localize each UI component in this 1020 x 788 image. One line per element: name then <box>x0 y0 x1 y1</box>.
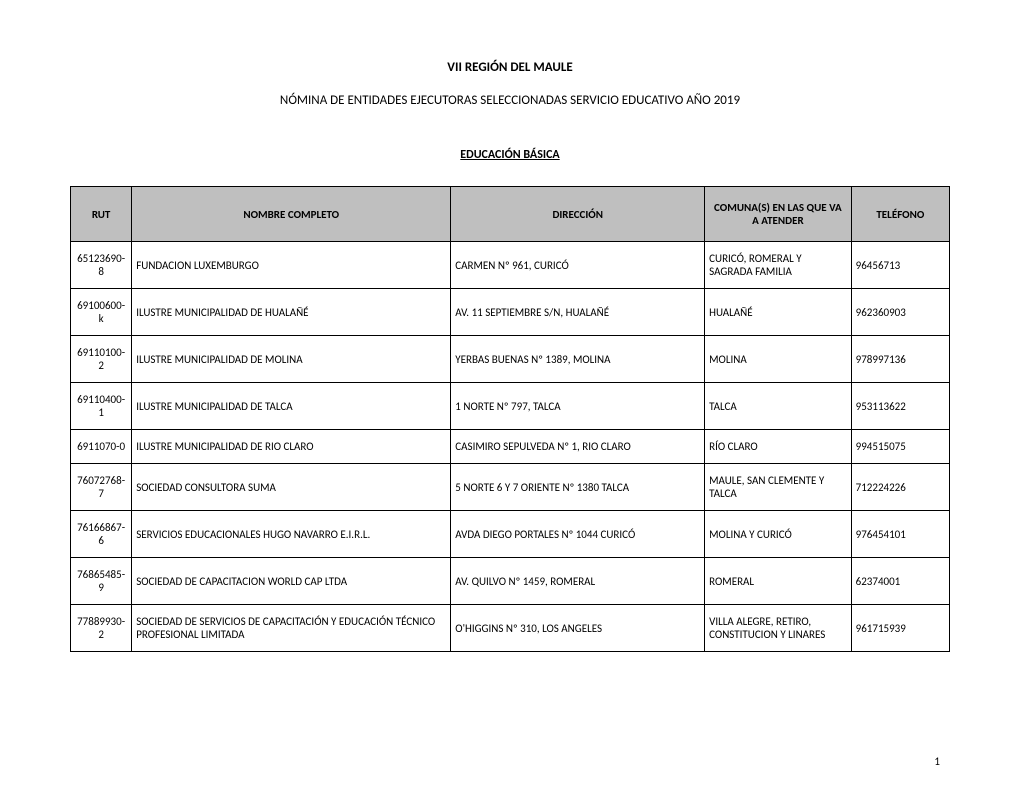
cell-direccion: O'HIGGINS Nº 310, LOS ANGELES <box>451 605 705 652</box>
cell-comuna: MOLINA Y CURICÓ <box>705 511 852 558</box>
cell-comuna: MOLINA <box>705 336 852 383</box>
cell-rut: 76865485-9 <box>71 558 132 605</box>
table-body: 65123690-8 FUNDACION LUXEMBURGO CARMEN N… <box>71 242 950 652</box>
cell-nombre: ILUSTRE MUNICIPALIDAD DE TALCA <box>132 383 451 430</box>
cell-telefono: 953113622 <box>851 383 949 430</box>
document-subtitle: NÓMINA DE ENTIDADES EJECUTORAS SELECCION… <box>70 93 950 108</box>
cell-direccion: AV. QUILVO Nº 1459, ROMERAL <box>451 558 705 605</box>
cell-rut: 69100600-k <box>71 289 132 336</box>
table-row: 65123690-8 FUNDACION LUXEMBURGO CARMEN N… <box>71 242 950 289</box>
cell-telefono: 976454101 <box>851 511 949 558</box>
table-row: 76865485-9 SOCIEDAD DE CAPACITACION WORL… <box>71 558 950 605</box>
cell-nombre: ILUSTRE MUNICIPALIDAD DE RIO CLARO <box>132 430 451 464</box>
table-row: 76166867-6 SERVICIOS EDUCACIONALES HUGO … <box>71 511 950 558</box>
cell-telefono: 961715939 <box>851 605 949 652</box>
header-comuna: COMUNA(S) EN LAS QUE VA A ATENDER <box>705 187 852 242</box>
cell-nombre: SOCIEDAD CONSULTORA SUMA <box>132 464 451 511</box>
table-row: 69110100-2 ILUSTRE MUNICIPALIDAD DE MOLI… <box>71 336 950 383</box>
header-nombre: NOMBRE COMPLETO <box>132 187 451 242</box>
header-rut: RUT <box>71 187 132 242</box>
cell-rut: 65123690-8 <box>71 242 132 289</box>
cell-rut: 77889930-2 <box>71 605 132 652</box>
header-direccion: DIRECCIÓN <box>451 187 705 242</box>
cell-nombre: SOCIEDAD DE SERVICIOS DE CAPACITACIÓN Y … <box>132 605 451 652</box>
cell-telefono: 978997136 <box>851 336 949 383</box>
page-number: 1 <box>934 755 940 768</box>
cell-telefono: 994515075 <box>851 430 949 464</box>
cell-comuna: VILLA ALEGRE, RETIRO, CONSTITUCION Y LIN… <box>705 605 852 652</box>
cell-comuna: MAULE, SAN CLEMENTE Y TALCA <box>705 464 852 511</box>
cell-rut: 69110100-2 <box>71 336 132 383</box>
cell-comuna: HUALAÑÉ <box>705 289 852 336</box>
header-telefono: TELÉFONO <box>851 187 949 242</box>
cell-rut: 6911070-0 <box>71 430 132 464</box>
table-header-row: RUT NOMBRE COMPLETO DIRECCIÓN COMUNA(S) … <box>71 187 950 242</box>
cell-telefono: 96456713 <box>851 242 949 289</box>
table-row: 69100600-k ILUSTRE MUNICIPALIDAD DE HUAL… <box>71 289 950 336</box>
cell-rut: 69110400-1 <box>71 383 132 430</box>
cell-direccion: CARMEN Nº 961, CURICÓ <box>451 242 705 289</box>
cell-rut: 76072768-7 <box>71 464 132 511</box>
cell-nombre: FUNDACION LUXEMBURGO <box>132 242 451 289</box>
cell-comuna: ROMERAL <box>705 558 852 605</box>
cell-direccion: 1 NORTE Nº 797, TALCA <box>451 383 705 430</box>
entities-table: RUT NOMBRE COMPLETO DIRECCIÓN COMUNA(S) … <box>70 186 950 652</box>
cell-comuna: TALCA <box>705 383 852 430</box>
cell-telefono: 62374001 <box>851 558 949 605</box>
cell-direccion: YERBAS BUENAS Nº 1389, MOLINA <box>451 336 705 383</box>
cell-nombre: ILUSTRE MUNICIPALIDAD DE MOLINA <box>132 336 451 383</box>
cell-telefono: 712224226 <box>851 464 949 511</box>
table-row: 69110400-1 ILUSTRE MUNICIPALIDAD DE TALC… <box>71 383 950 430</box>
cell-comuna: CURICÓ, ROMERAL Y SAGRADA FAMILIA <box>705 242 852 289</box>
cell-direccion: CASIMIRO SEPULVEDA Nº 1, RIO CLARO <box>451 430 705 464</box>
cell-direccion: AV. 11 SEPTIEMBRE S/N, HUALAÑÉ <box>451 289 705 336</box>
cell-nombre: SOCIEDAD DE CAPACITACION WORLD CAP LTDA <box>132 558 451 605</box>
cell-nombre: SERVICIOS EDUCACIONALES HUGO NAVARRO E.I… <box>132 511 451 558</box>
table-row: 6911070-0 ILUSTRE MUNICIPALIDAD DE RIO C… <box>71 430 950 464</box>
document-title: VII REGIÓN DEL MAULE <box>70 60 950 75</box>
cell-rut: 76166867-6 <box>71 511 132 558</box>
cell-nombre: ILUSTRE MUNICIPALIDAD DE HUALAÑÉ <box>132 289 451 336</box>
cell-comuna: RÍO CLARO <box>705 430 852 464</box>
cell-direccion: 5 NORTE 6 Y 7 ORIENTE Nº 1380 TALCA <box>451 464 705 511</box>
cell-direccion: AVDA DIEGO PORTALES Nº 1044 CURICÓ <box>451 511 705 558</box>
table-row: 77889930-2 SOCIEDAD DE SERVICIOS DE CAPA… <box>71 605 950 652</box>
table-row: 76072768-7 SOCIEDAD CONSULTORA SUMA 5 NO… <box>71 464 950 511</box>
cell-telefono: 962360903 <box>851 289 949 336</box>
section-title: EDUCACIÓN BÁSICA <box>70 148 950 162</box>
